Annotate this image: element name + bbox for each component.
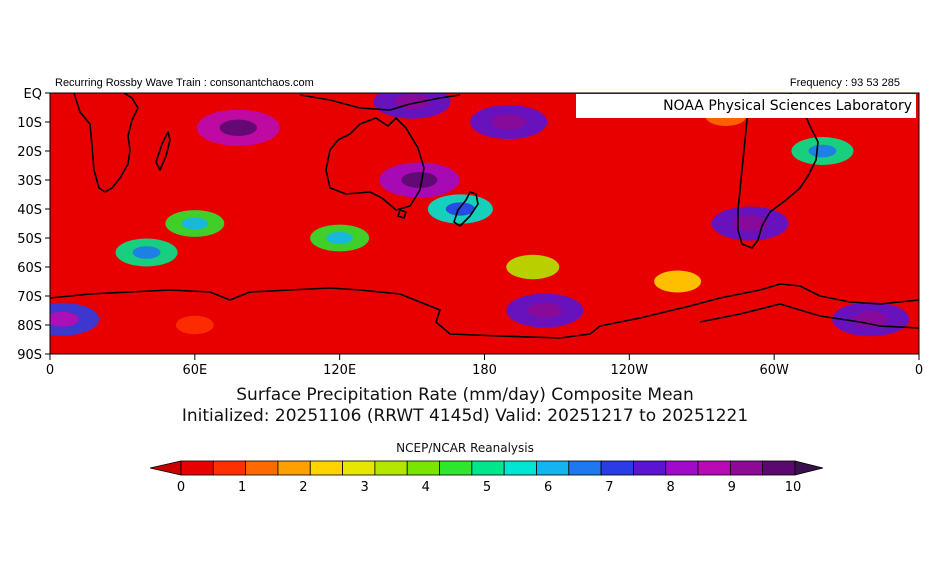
colorbar-low-arrow bbox=[149, 460, 182, 476]
y-tick-label: 60S bbox=[17, 261, 42, 276]
colorbar-swatch bbox=[568, 460, 602, 476]
coastline-australia bbox=[325, 117, 425, 211]
coastline-south-america bbox=[737, 93, 819, 249]
coastlines bbox=[50, 93, 919, 339]
colorbar-label: 2 bbox=[299, 480, 307, 495]
colorbar-swatch bbox=[277, 460, 311, 476]
colorbar-swatch bbox=[245, 460, 279, 476]
x-axis: 0 60E 120E 180 120W 60W 0 bbox=[46, 354, 923, 378]
x-tick-label: 60E bbox=[182, 363, 207, 378]
colorbar-swatch bbox=[665, 460, 699, 476]
coastline-weddell-coast bbox=[699, 303, 919, 329]
precip-region-13 bbox=[506, 254, 560, 280]
precip-region-core-0 bbox=[219, 119, 257, 136]
colorbar-label: 9 bbox=[728, 480, 736, 495]
chart-title: Surface Precipitation Rate (mm/day) Comp… bbox=[236, 385, 694, 405]
colorbar-label: 8 bbox=[666, 480, 674, 495]
x-tick-label: 180 bbox=[472, 363, 497, 378]
y-tick-label: 10S bbox=[17, 116, 42, 131]
colorbar-swatch bbox=[309, 460, 343, 476]
colorbar-label: 6 bbox=[544, 480, 552, 495]
precip-region-core-10 bbox=[50, 311, 79, 327]
colorbar-swatch bbox=[180, 460, 214, 476]
y-tick-label: 80S bbox=[17, 319, 42, 334]
colorbar-high-arrow bbox=[794, 460, 824, 476]
y-tick-label: 30S bbox=[17, 174, 42, 189]
colorbar-swatch bbox=[439, 460, 473, 476]
colorbar-label: 7 bbox=[605, 480, 613, 495]
colorbar-label: 3 bbox=[360, 480, 368, 495]
coastline-africa bbox=[73, 93, 139, 193]
colorbar-swatch bbox=[729, 460, 764, 476]
colorbar-swatch bbox=[503, 460, 537, 476]
colorbar-label: 5 bbox=[483, 480, 491, 495]
data-source-label: NCEP/NCAR Reanalysis bbox=[396, 441, 534, 455]
precip-region-19 bbox=[877, 171, 913, 189]
colorbar-swatch bbox=[406, 460, 440, 476]
header-left-text: Recurring Rossby Wave Train : consonantc… bbox=[55, 77, 314, 89]
precip-region-14 bbox=[654, 270, 702, 293]
precip-region-core-3 bbox=[401, 172, 438, 188]
y-tick-label: 70S bbox=[17, 290, 42, 305]
x-tick-label: 120W bbox=[610, 363, 648, 378]
colorbar-label: 4 bbox=[422, 480, 430, 495]
y-tick-label: 20S bbox=[17, 145, 42, 160]
colorbar-label: 10 bbox=[785, 480, 802, 495]
coastline-antarctica bbox=[50, 283, 919, 339]
y-axis: EQ 10S 20S 30S 40S 50S 60S 70S 80S 90S bbox=[17, 87, 50, 363]
lab-banner-box bbox=[576, 94, 916, 118]
precip-region-18 bbox=[175, 315, 214, 335]
colorbar-swatch bbox=[633, 460, 667, 476]
precip-region-16 bbox=[346, 142, 382, 160]
y-tick-label: 90S bbox=[17, 348, 42, 363]
y-tick-label: 40S bbox=[17, 203, 42, 218]
colorbar-swatch bbox=[762, 460, 796, 476]
precip-region-core-6 bbox=[732, 215, 768, 232]
colorbar-label: 0 bbox=[177, 480, 185, 495]
colorbar-swatch bbox=[600, 460, 634, 476]
colorbar-swatch bbox=[374, 460, 408, 476]
colorbar-swatch bbox=[342, 460, 376, 476]
y-tick-label: 50S bbox=[17, 232, 42, 247]
x-tick-label: 120E bbox=[323, 363, 356, 378]
x-tick-label: 0 bbox=[915, 363, 923, 378]
precip-region-17 bbox=[80, 142, 116, 160]
precip-region-core-12 bbox=[132, 246, 161, 259]
colorbar-swatch bbox=[536, 460, 570, 476]
precip-region-core-2 bbox=[491, 114, 526, 130]
coastline-indonesia bbox=[299, 94, 461, 111]
header-right-text: Frequency : 93 53 285 bbox=[789, 77, 900, 89]
colorbar-swatch bbox=[471, 460, 505, 476]
colorbar-label: 1 bbox=[238, 480, 246, 495]
lab-banner-text: NOAA Physical Sciences Laboratory bbox=[663, 98, 912, 114]
colorbar: 0 1 2 3 4 5 6 7 8 9 10 bbox=[149, 460, 824, 495]
y-tick-label: EQ bbox=[24, 87, 42, 102]
chart-subtitle: Initialized: 20251106 (RRWT 4145d) Valid… bbox=[181, 406, 749, 426]
precip-region-core-4 bbox=[445, 202, 475, 216]
coastline-new-zealand bbox=[453, 191, 479, 227]
colorbar-swatch bbox=[697, 460, 731, 476]
coastline-madagascar bbox=[155, 131, 171, 171]
x-tick-label: 0 bbox=[46, 363, 54, 378]
precip-region-core-5 bbox=[326, 231, 353, 245]
precip-region-core-11 bbox=[181, 217, 209, 230]
precip-region-core-8 bbox=[527, 302, 563, 319]
x-tick-label: 60W bbox=[759, 363, 789, 378]
precip-region-core-7 bbox=[808, 144, 837, 158]
colorbar-swatch bbox=[212, 460, 247, 476]
coastline-tasmania bbox=[397, 209, 407, 219]
